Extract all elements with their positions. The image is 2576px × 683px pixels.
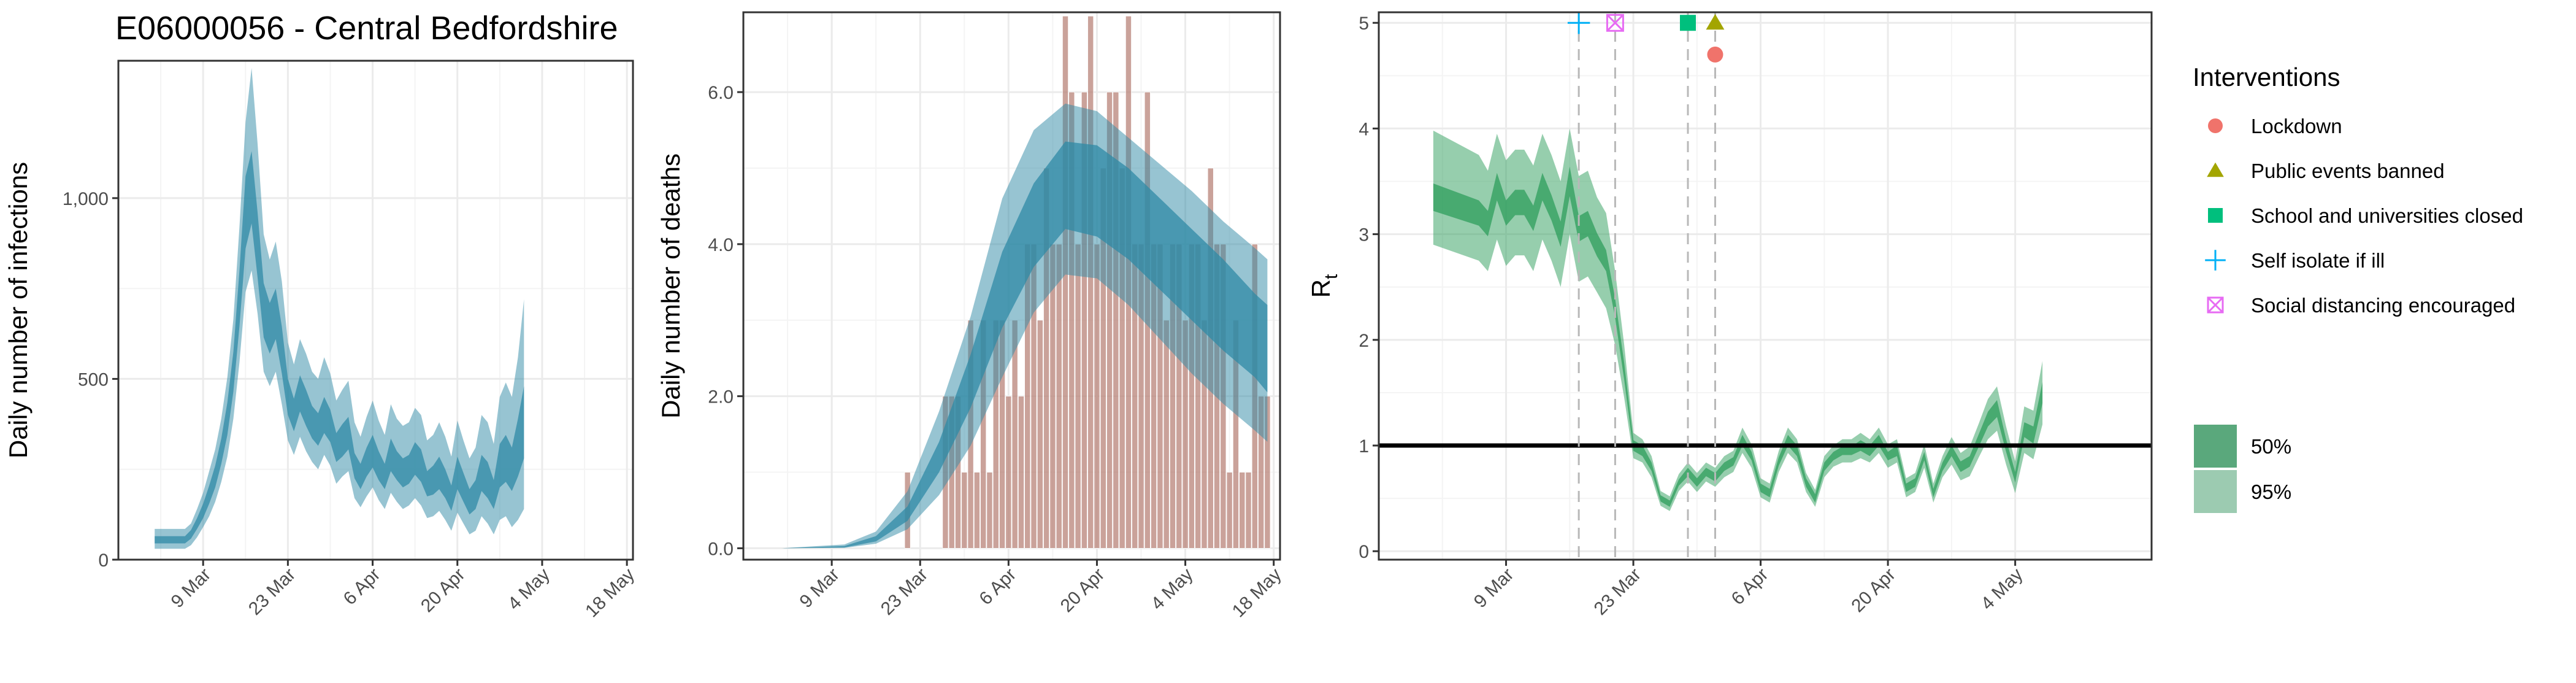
death-bar bbox=[973, 472, 980, 549]
panel-border bbox=[117, 60, 634, 561]
legend: Interventions Lockdown Public events bann… bbox=[2193, 63, 2523, 513]
y-tick-label: 4.0 bbox=[708, 235, 734, 255]
infections-panel: 0 500 1,000 9 Mar 23 Mar 6 Apr 20 Apr 4 May 18 M… bbox=[4, 60, 638, 622]
x-tick-label: 23 Mar bbox=[877, 565, 932, 619]
legend-items: Lockdown Public events banned School and u… bbox=[2205, 115, 2523, 317]
legend-label: Public events banned bbox=[2251, 160, 2445, 182]
intervention-marker-boxcross bbox=[1606, 14, 1624, 32]
x-tick-label: 18 May bbox=[581, 565, 638, 622]
x-tick-label: 6 Apr bbox=[1728, 565, 1773, 609]
y-tick-label: 0 bbox=[98, 550, 109, 571]
legend-bands: 50% 95% bbox=[2194, 425, 2291, 513]
death-bar bbox=[1037, 320, 1043, 549]
x-tick-label: 9 Mar bbox=[167, 565, 215, 612]
intervention-marker-square bbox=[1680, 15, 1696, 31]
death-bar bbox=[1226, 472, 1233, 549]
legend-label: School and universities closed bbox=[2251, 204, 2523, 227]
legend-band-label: 95% bbox=[2251, 480, 2291, 503]
rt-panel: 0 1 2 3 4 5 9 Mar 23 Mar 6 Apr 20 Apr 4 May Rt bbox=[1306, 11, 2153, 619]
x-tick-label: 20 Apr bbox=[1057, 565, 1109, 617]
ci50-band bbox=[781, 141, 1268, 549]
x-tick-label: 20 Apr bbox=[1847, 565, 1899, 617]
y-tick-label: 500 bbox=[78, 369, 109, 390]
intervention-marker-plus bbox=[1567, 12, 1590, 34]
x-tick-label: 6 Apr bbox=[975, 565, 1020, 609]
plot-background bbox=[1379, 12, 2152, 560]
death-bar bbox=[1163, 320, 1170, 549]
death-bar bbox=[1106, 91, 1113, 549]
y-tick-label: 2 bbox=[1359, 331, 1369, 351]
x-tick-label: 4 May bbox=[1147, 565, 1197, 614]
y-axis-title: Rt bbox=[1306, 274, 1341, 298]
legend-title: Interventions bbox=[2193, 63, 2340, 91]
death-bar bbox=[1239, 472, 1246, 549]
y-tick-label: 3 bbox=[1359, 225, 1369, 245]
death-bar bbox=[1075, 244, 1081, 549]
x-tick-label: 23 Mar bbox=[1590, 565, 1645, 619]
death-bar bbox=[1005, 396, 1012, 549]
intervention-marker-triangle bbox=[1706, 14, 1725, 30]
y-tick-label: 6.0 bbox=[708, 83, 734, 103]
y-tick-label: 1,000 bbox=[63, 189, 109, 209]
death-bar bbox=[961, 472, 968, 549]
legend-key-plus bbox=[2205, 250, 2226, 271]
panel-border bbox=[1378, 11, 2153, 561]
y-axis-title: Daily number of deaths bbox=[656, 153, 685, 419]
y-axis-title-main: R bbox=[1306, 279, 1335, 298]
death-bar bbox=[1068, 91, 1075, 549]
legend-band-swatch bbox=[2194, 470, 2237, 513]
death-bar bbox=[1094, 244, 1100, 549]
legend-key-boxcross bbox=[2207, 296, 2224, 314]
death-bar bbox=[1062, 15, 1069, 549]
figure-title: E06000056 - Central Bedfordshire bbox=[115, 10, 618, 47]
panel-border bbox=[742, 11, 1281, 561]
death-bar bbox=[1087, 15, 1094, 549]
x-tick-label: 4 May bbox=[1977, 565, 2026, 614]
legend-key-circle bbox=[2208, 118, 2223, 133]
death-bar bbox=[1264, 396, 1271, 549]
death-bar bbox=[986, 472, 993, 549]
y-axis-title-subscript: t bbox=[1321, 274, 1341, 279]
y-tick-label: 1 bbox=[1359, 436, 1369, 457]
death-bar bbox=[1056, 244, 1062, 549]
intervention-marker-circle bbox=[1707, 46, 1723, 63]
x-tick-label: 23 Mar bbox=[245, 565, 299, 619]
legend-band-swatch bbox=[2194, 425, 2237, 468]
x-tick-label: 9 Mar bbox=[796, 565, 844, 612]
legend-label: Social distancing encouraged bbox=[2251, 294, 2515, 317]
legend-key-triangle bbox=[2207, 162, 2224, 177]
y-tick-label: 0.0 bbox=[708, 539, 734, 559]
y-tick-label: 5 bbox=[1359, 14, 1369, 34]
legend-band-label: 50% bbox=[2251, 435, 2291, 458]
death-bar bbox=[1113, 91, 1119, 549]
legend-key-square bbox=[2208, 208, 2223, 223]
legend-label: Lockdown bbox=[2251, 115, 2342, 137]
ci50-band bbox=[1433, 166, 2043, 507]
y-tick-label: 4 bbox=[1359, 119, 1369, 139]
y-tick-label: 2.0 bbox=[708, 387, 734, 407]
y-axis-title: Daily number of infections bbox=[4, 162, 33, 458]
death-bar bbox=[1081, 91, 1087, 549]
x-tick-label: 9 Mar bbox=[1470, 565, 1518, 612]
death-bar bbox=[1018, 396, 1024, 549]
x-tick-label: 18 May bbox=[1229, 565, 1286, 622]
death-bar bbox=[1245, 472, 1252, 549]
legend-label: Self isolate if ill bbox=[2251, 249, 2385, 272]
y-tick-label: 0 bbox=[1359, 542, 1369, 562]
x-tick-label: 4 May bbox=[504, 565, 554, 614]
x-tick-label: 6 Apr bbox=[340, 565, 385, 609]
deaths-panel: 0.0 2.0 4.0 6.0 9 Mar 23 Mar 6 Apr 20 Apr 4 May 1… bbox=[656, 11, 1286, 622]
x-tick-label: 20 Apr bbox=[417, 565, 469, 617]
